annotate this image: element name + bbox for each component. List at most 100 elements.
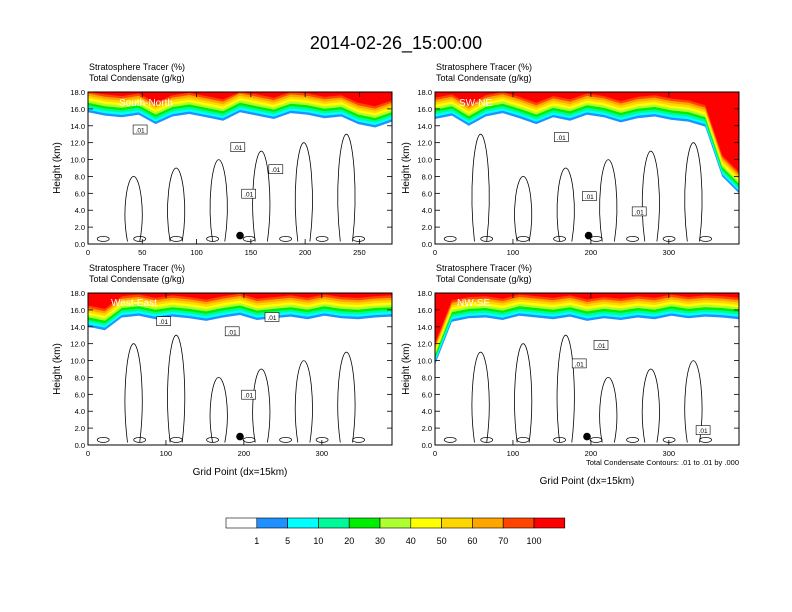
condensate-contour bbox=[279, 437, 292, 443]
condensate-contour bbox=[599, 376, 618, 443]
y-axis-label: Height (km) bbox=[52, 343, 63, 395]
contour-label-box bbox=[241, 188, 256, 199]
colorbar-swatch bbox=[256, 517, 288, 529]
contour-label-box bbox=[695, 425, 711, 435]
condensate-contour bbox=[242, 437, 256, 443]
contour-label-box bbox=[268, 164, 284, 174]
y-tick-label: 18.0 bbox=[70, 88, 85, 97]
condensate-contour bbox=[209, 376, 228, 443]
condensate-contour bbox=[252, 368, 271, 443]
contour-label: .01 bbox=[244, 393, 253, 400]
subtitle-condensate: Total Condensate (g/kg) bbox=[89, 274, 185, 284]
y-tick-label: 4.0 bbox=[75, 206, 85, 215]
contour-label: .01 bbox=[699, 428, 708, 435]
condensate-contour bbox=[96, 437, 110, 443]
y-tick-label: 10.0 bbox=[70, 357, 85, 366]
contour-label: .01 bbox=[271, 167, 280, 174]
colorbar-swatch bbox=[441, 517, 473, 529]
x-tick-label: 100 bbox=[507, 248, 520, 257]
figure-title: 2014-02-26_15:00:00 bbox=[310, 33, 482, 54]
y-tick-label: 8.0 bbox=[422, 373, 432, 382]
condensate-contour bbox=[443, 236, 457, 242]
panel-sw-ne: Stratosphere Tracer (%) Total Condensate… bbox=[401, 62, 740, 257]
contour-label: .01 bbox=[267, 315, 276, 322]
condensate-contour bbox=[480, 236, 494, 242]
condensate-contour bbox=[626, 437, 639, 443]
x-tick-label: 200 bbox=[585, 248, 598, 257]
x-tick-label: 200 bbox=[238, 449, 251, 458]
condensate-contour bbox=[124, 343, 143, 443]
y-tick-label: 16.0 bbox=[70, 306, 85, 315]
contour-label: .01 bbox=[575, 361, 584, 368]
condensate-contour bbox=[96, 236, 110, 242]
contour-label: .01 bbox=[228, 329, 237, 336]
y-tick-label: 10.0 bbox=[417, 357, 432, 366]
condensate-contour bbox=[684, 142, 703, 242]
colorbar-swatch bbox=[379, 517, 412, 529]
condensate-contour bbox=[133, 437, 147, 443]
plot-background bbox=[88, 293, 392, 445]
y-tick-label: 14.0 bbox=[417, 122, 432, 131]
colorbar-label: 60 bbox=[467, 536, 477, 546]
colorbar-swatch bbox=[287, 517, 319, 529]
tracer-band bbox=[435, 293, 739, 358]
colorbar-swatch bbox=[225, 517, 258, 529]
contour-footnote: Total Condensate Contours: .01 to .01 by… bbox=[586, 458, 739, 467]
plot-background bbox=[88, 92, 392, 244]
x-tick-label: 300 bbox=[663, 248, 676, 257]
condensate-contour bbox=[514, 175, 533, 242]
x-tick-label: 0 bbox=[433, 248, 437, 257]
condensate-contour bbox=[471, 351, 490, 443]
contour-label: .01 bbox=[585, 194, 594, 201]
panel-south-north: Stratosphere Tracer (%) Total Condensate… bbox=[52, 62, 393, 257]
condensate-contour bbox=[699, 437, 712, 443]
condensate-contour bbox=[294, 142, 313, 242]
tracer-band bbox=[88, 92, 392, 107]
contour-label: .01 bbox=[635, 209, 644, 216]
y-tick-label: 18.0 bbox=[70, 289, 85, 298]
panel-label: South-North bbox=[119, 98, 173, 109]
contour-label: .01 bbox=[596, 343, 605, 350]
plot-frame bbox=[87, 292, 393, 446]
y-tick-label: 12.0 bbox=[70, 139, 85, 148]
x-tick-label: 0 bbox=[86, 248, 90, 257]
condensate-contour bbox=[279, 236, 292, 242]
plot-area-nw-se: .01 .01 .01 0.0 2.0 4.0 6.0 8.0 10.0 12.0 14.0 16.0… bbox=[417, 289, 740, 458]
contour-label: .01 bbox=[159, 319, 168, 326]
panel-west-east: Stratosphere Tracer (%) Total Condensate… bbox=[52, 263, 393, 478]
colorbar-swatch bbox=[472, 517, 504, 529]
y-tick-label: 12.0 bbox=[417, 139, 432, 148]
condensate-contour bbox=[684, 360, 703, 443]
subtitle-tracer: Stratosphere Tracer (%) bbox=[436, 263, 532, 273]
x-tick-label: 200 bbox=[585, 449, 598, 458]
panel-label: West-East bbox=[111, 298, 157, 309]
y-tick-label: 2.0 bbox=[75, 424, 85, 433]
colorbar-label: 20 bbox=[344, 536, 354, 546]
contour-label-box bbox=[631, 206, 647, 217]
y-tick-label: 6.0 bbox=[422, 390, 432, 399]
y-tick-label: 6.0 bbox=[75, 390, 85, 399]
x-tick-label: 50 bbox=[138, 248, 146, 257]
condensate-contour bbox=[242, 236, 256, 242]
condensate-contour bbox=[553, 236, 566, 242]
x-tick-label: 0 bbox=[86, 449, 90, 458]
contour-label-box bbox=[156, 316, 171, 327]
y-tick-label: 16.0 bbox=[417, 105, 432, 114]
condensate-contour bbox=[252, 150, 271, 242]
subtitle-condensate: Total Condensate (g/kg) bbox=[89, 73, 185, 83]
y-tick-label: 14.0 bbox=[70, 323, 85, 332]
plot-frame bbox=[434, 292, 740, 446]
contour-label: .01 bbox=[233, 145, 242, 152]
contour-label-box bbox=[553, 132, 569, 142]
y-tick-label: 0.0 bbox=[422, 240, 432, 249]
condensate-contour bbox=[514, 343, 533, 443]
colorbar-label: 30 bbox=[375, 536, 385, 546]
condensate-contour bbox=[480, 437, 494, 443]
x-axis-label: Grid Point (dx=15km) bbox=[193, 467, 288, 478]
condensate-contour bbox=[516, 236, 530, 242]
condensate-contour bbox=[352, 437, 365, 443]
subtitle-condensate: Total Condensate (g/kg) bbox=[436, 73, 532, 83]
location-marker bbox=[236, 231, 244, 240]
colorbar-label: 100 bbox=[526, 536, 541, 546]
